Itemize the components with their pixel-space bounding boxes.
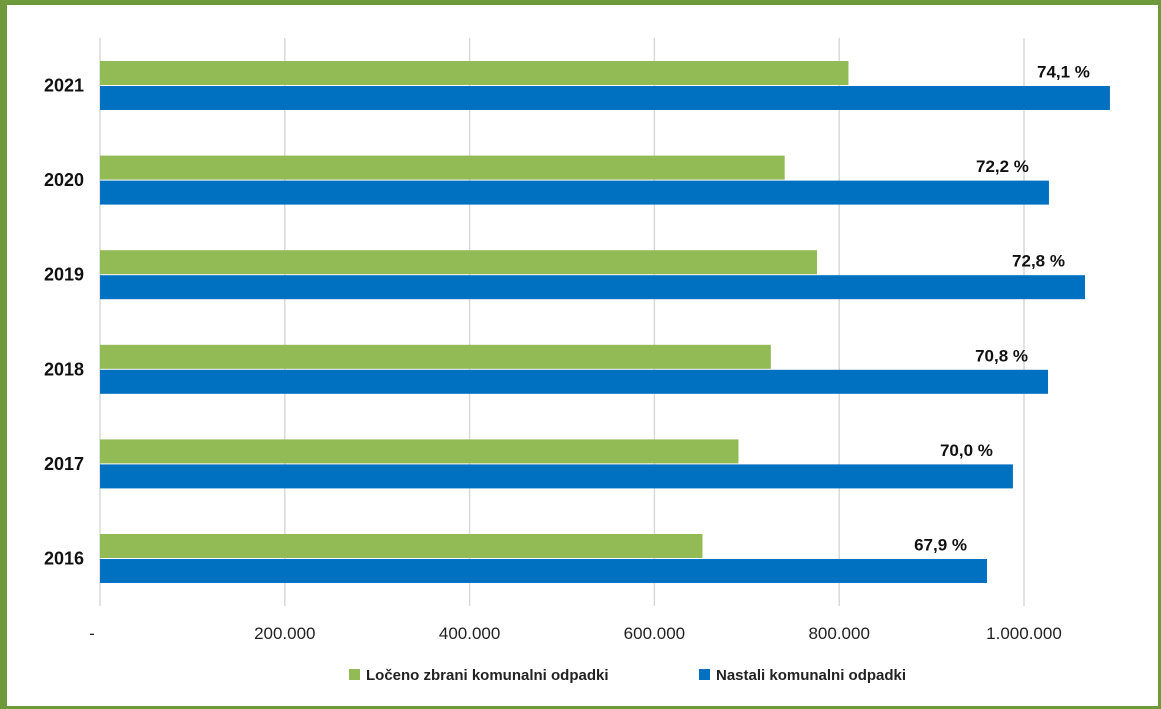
bar-nastali-2021 (100, 86, 1110, 110)
x-tick-label: 800.000 (808, 624, 869, 643)
x-tick-label: 200.000 (254, 624, 315, 643)
x-tick-label: - (89, 624, 95, 643)
x-tick-label: 1.000.000 (986, 624, 1062, 643)
x-tick-labels: - 200.000 400.000 600.000 800.000 1.000.000 (89, 624, 1062, 643)
bar-nastali-2020 (100, 180, 1049, 205)
data-label: 70,8 % (975, 346, 1028, 365)
gridlines (99, 38, 1025, 606)
bar-loceno-2017 (100, 439, 739, 464)
bar-loceno-2020 (100, 155, 785, 180)
bar-nastali-2019 (100, 275, 1085, 300)
data-label: 72,2 % (976, 157, 1029, 176)
legend-label: Nastali komunalni odpadki (716, 667, 906, 684)
legend-swatch (349, 669, 360, 680)
legend-label: Ločeno zbrani komunalni odpadki (366, 667, 609, 684)
bars (100, 61, 1110, 583)
category-label: 2019 (44, 265, 84, 285)
bar-loceno-2016 (100, 534, 703, 558)
data-label: 74,1 % (1037, 63, 1090, 82)
bar-nastali-2017 (100, 464, 1013, 489)
data-label: 70,0 % (940, 441, 993, 460)
bar-loceno-2021 (100, 61, 849, 85)
bar-nastali-2018 (100, 369, 1049, 394)
bar-loceno-2018 (100, 344, 771, 369)
x-tick-label: 600.000 (624, 624, 685, 643)
category-label: 2018 (44, 359, 84, 379)
x-tick-label: 400.000 (439, 624, 500, 643)
bar-nastali-2016 (100, 559, 988, 583)
data-labels: 74,1 % 72,2 % 72,8 % 70,8 % 70,0 % 67,9 % (914, 63, 1090, 555)
legend: Ločeno zbrani komunalni odpadki Nastali k… (349, 667, 906, 684)
bar-loceno-2019 (100, 250, 818, 275)
category-label: 2016 (44, 549, 84, 569)
data-label: 67,9 % (914, 536, 967, 555)
category-label: 2017 (44, 454, 84, 474)
data-label: 72,8 % (1012, 252, 1065, 271)
category-label: 2020 (44, 170, 84, 190)
category-label: 2021 (44, 76, 84, 96)
legend-swatch (699, 669, 710, 680)
category-labels: 2021 2020 2019 2018 2017 2016 (44, 76, 84, 569)
